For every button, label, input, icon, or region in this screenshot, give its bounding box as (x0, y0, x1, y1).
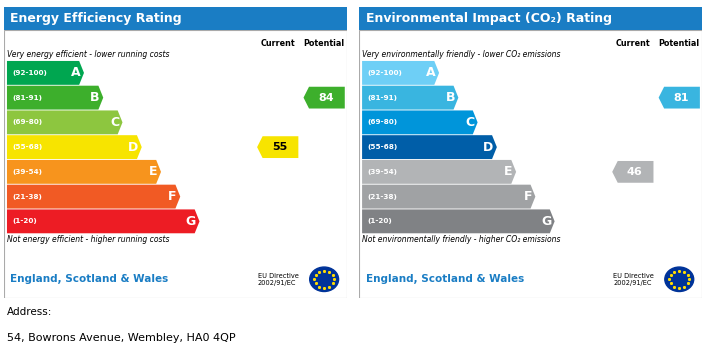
Text: F: F (523, 190, 532, 203)
Text: Potential: Potential (304, 39, 345, 48)
Polygon shape (7, 110, 123, 134)
Text: England, Scotland & Wales: England, Scotland & Wales (366, 274, 524, 284)
Text: Current: Current (261, 39, 295, 48)
Text: (69-80): (69-80) (12, 119, 42, 125)
Polygon shape (7, 135, 142, 159)
Text: 84: 84 (318, 93, 334, 103)
Text: 81: 81 (674, 93, 689, 103)
Text: 46: 46 (627, 167, 642, 177)
Text: Current: Current (616, 39, 650, 48)
Text: (92-100): (92-100) (367, 70, 402, 76)
Text: B: B (445, 91, 455, 104)
Text: A: A (71, 66, 80, 80)
Text: Environmental Impact (CO₂) Rating: Environmental Impact (CO₂) Rating (366, 12, 611, 25)
Text: (55-68): (55-68) (367, 144, 397, 150)
Text: Not environmentally friendly - higher CO₂ emissions: Not environmentally friendly - higher CO… (362, 235, 561, 245)
Polygon shape (257, 136, 299, 158)
Polygon shape (7, 86, 103, 110)
Text: Potential: Potential (659, 39, 700, 48)
Text: C: C (110, 116, 119, 129)
FancyBboxPatch shape (4, 31, 347, 298)
Text: (81-91): (81-91) (12, 95, 42, 100)
Text: (92-100): (92-100) (12, 70, 47, 76)
Text: 54, Bowrons Avenue, Wembley, HA0 4QP: 54, Bowrons Avenue, Wembley, HA0 4QP (7, 333, 236, 343)
Text: D: D (483, 141, 493, 154)
Polygon shape (7, 185, 180, 208)
Text: (69-80): (69-80) (367, 119, 397, 125)
Polygon shape (362, 61, 439, 85)
Text: (21-38): (21-38) (12, 193, 42, 200)
Text: Energy Efficiency Rating: Energy Efficiency Rating (11, 12, 182, 25)
Text: D: D (128, 141, 138, 154)
Text: (55-68): (55-68) (12, 144, 42, 150)
Text: E: E (504, 165, 513, 178)
Text: (1-20): (1-20) (367, 218, 392, 224)
Text: England, Scotland & Wales: England, Scotland & Wales (11, 274, 169, 284)
Text: Address:: Address: (7, 307, 52, 317)
Text: C: C (465, 116, 474, 129)
Polygon shape (362, 160, 516, 184)
Text: E: E (149, 165, 157, 178)
Text: F: F (168, 190, 176, 203)
Polygon shape (304, 87, 345, 109)
Text: B: B (90, 91, 100, 104)
Polygon shape (7, 61, 84, 85)
Circle shape (665, 267, 694, 291)
FancyBboxPatch shape (359, 31, 702, 298)
Text: A: A (426, 66, 436, 80)
Polygon shape (362, 86, 458, 110)
Text: G: G (541, 215, 551, 228)
Text: Very energy efficient - lower running costs: Very energy efficient - lower running co… (7, 50, 169, 59)
Polygon shape (362, 209, 555, 233)
Polygon shape (7, 209, 200, 233)
Text: (81-91): (81-91) (367, 95, 397, 100)
Text: (1-20): (1-20) (12, 218, 37, 224)
Text: EU Directive
2002/91/EC: EU Directive 2002/91/EC (258, 273, 299, 286)
Polygon shape (659, 87, 700, 109)
Circle shape (310, 267, 339, 291)
Text: G: G (186, 215, 196, 228)
Text: (39-54): (39-54) (12, 169, 42, 175)
Polygon shape (362, 185, 535, 208)
Text: Very environmentally friendly - lower CO₂ emissions: Very environmentally friendly - lower CO… (362, 50, 561, 59)
Text: (39-54): (39-54) (367, 169, 397, 175)
Text: Not energy efficient - higher running costs: Not energy efficient - higher running co… (7, 235, 169, 245)
Text: EU Directive
2002/91/EC: EU Directive 2002/91/EC (613, 273, 654, 286)
Polygon shape (362, 135, 497, 159)
Polygon shape (612, 161, 654, 183)
FancyBboxPatch shape (4, 7, 347, 31)
Polygon shape (362, 110, 478, 134)
Text: (21-38): (21-38) (367, 193, 397, 200)
Polygon shape (7, 160, 161, 184)
Text: 55: 55 (272, 142, 287, 152)
FancyBboxPatch shape (359, 7, 702, 31)
